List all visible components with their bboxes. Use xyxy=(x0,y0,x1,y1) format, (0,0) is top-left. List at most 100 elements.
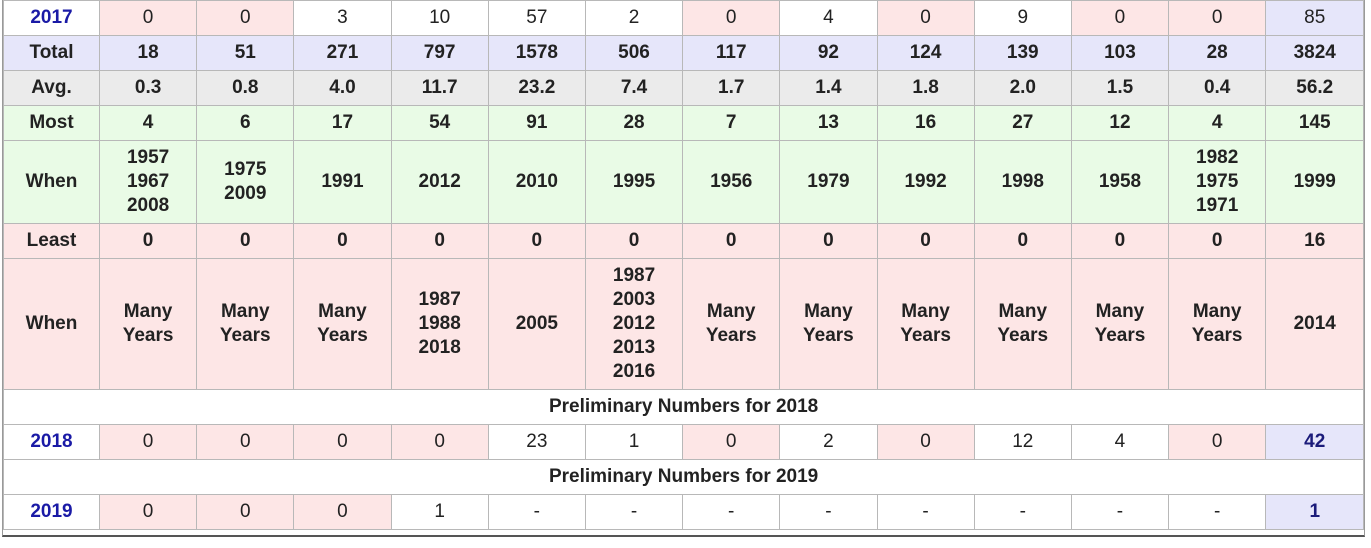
year-text: 1995 xyxy=(612,171,656,192)
when-text: 1987 xyxy=(418,289,461,310)
when-text: Years xyxy=(122,325,174,346)
cell-most-when-jan: 1957 1967 2008 xyxy=(98,140,198,224)
year-text: 1956 xyxy=(710,171,753,192)
cell-avg-aug: 1.4 xyxy=(779,70,878,106)
when-text: 2005 xyxy=(515,313,558,334)
year-text: 1975 xyxy=(1196,171,1239,192)
cell-2019-oct: - xyxy=(973,494,1072,530)
when-text: Many xyxy=(804,301,853,322)
row-label-total: Total xyxy=(3,35,100,71)
when-text: Years xyxy=(900,325,951,346)
cell-least-may: 0 xyxy=(487,223,586,259)
cell-most-when-total: 1999 xyxy=(1265,140,1365,224)
cell-avg-total: 56.2 xyxy=(1265,70,1365,106)
cell-least-feb: 0 xyxy=(196,223,295,259)
row-label-2018: 2018 xyxy=(3,424,100,460)
cell-least-oct: 0 xyxy=(973,223,1072,259)
when-text: 2013 xyxy=(612,337,656,358)
cell-total-jul: 117 xyxy=(682,35,781,71)
cell-2019-sep: - xyxy=(876,494,975,530)
cell-most-when-apr: 2012 xyxy=(390,140,489,224)
when-text: Years xyxy=(1094,325,1146,346)
row-most: Most 4 6 17 54 91 28 7 13 16 27 12 4 145 xyxy=(3,105,1365,141)
cell-most-nov: 12 xyxy=(1070,105,1170,141)
row-most-when: When 1957 1967 2008 1975 2009 1991 2012 201… xyxy=(3,140,1365,224)
cell-most-aug: 13 xyxy=(779,105,878,141)
cell-2019-apr: 1 xyxy=(390,494,489,530)
cell-most-when-dec: 1982 1975 1971 xyxy=(1168,140,1267,224)
cell-most-when-may: 2010 xyxy=(487,140,586,224)
cell-total-mar: 271 xyxy=(293,35,392,71)
cell-2018-jul: 0 xyxy=(682,424,781,460)
cell-2019-jun: - xyxy=(584,494,684,530)
cell-2017-feb: 0 xyxy=(196,0,295,36)
cell-total-jan: 18 xyxy=(98,35,198,71)
year-text: 1992 xyxy=(904,171,947,192)
cell-most-total: 145 xyxy=(1265,105,1365,141)
cell-avg-mar: 4.0 xyxy=(293,70,392,106)
year-text: 1975 xyxy=(224,159,267,180)
cell-total-nov: 103 xyxy=(1070,35,1170,71)
when-text: Many xyxy=(706,301,756,322)
row-avg: Avg. 0.3 0.8 4.0 11.7 23.2 7.4 1.7 1.4 1… xyxy=(3,70,1365,106)
year-text: 1971 xyxy=(1196,195,1239,216)
row-label-least-when: When xyxy=(3,258,100,390)
cell-2018-nov: 4 xyxy=(1070,424,1170,460)
cell-most-jul: 7 xyxy=(682,105,781,141)
cell-2019-jul: - xyxy=(682,494,781,530)
cell-2017-jul: 0 xyxy=(682,0,781,36)
cell-least-jul: 0 xyxy=(682,223,781,259)
cell-most-dec: 4 xyxy=(1168,105,1267,141)
when-text: Many xyxy=(901,301,950,322)
year-text: 1999 xyxy=(1293,171,1336,192)
cell-avg-may: 23.2 xyxy=(487,70,586,106)
cell-avg-apr: 11.7 xyxy=(390,70,489,106)
cell-least-jun: 0 xyxy=(584,223,684,259)
cell-total-dec: 28 xyxy=(1168,35,1267,71)
cell-least-apr: 0 xyxy=(390,223,489,259)
cell-total-jun: 506 xyxy=(584,35,684,71)
cell-most-when-feb: 1975 2009 xyxy=(196,140,295,224)
cell-most-when-nov: 1958 xyxy=(1070,140,1170,224)
cell-least-when-apr: 1987 1988 2018 xyxy=(390,258,489,390)
when-text: Years xyxy=(317,325,368,346)
cell-most-jun: 28 xyxy=(584,105,684,141)
cell-least-when-mar: Many Years xyxy=(293,258,392,390)
cell-least-aug: 0 xyxy=(779,223,878,259)
cell-most-when-jul: 1956 xyxy=(682,140,781,224)
when-text: Many xyxy=(998,301,1048,322)
preliminary-heading-2018: Preliminary Numbers for 2018 xyxy=(2,389,1365,425)
cell-2019-mar: 0 xyxy=(293,494,392,530)
cell-least-when-oct: Many Years xyxy=(973,258,1072,390)
cell-most-may: 91 xyxy=(487,105,586,141)
cell-2018-may: 23 xyxy=(487,424,586,460)
cell-least-when-may: 2005 xyxy=(487,258,586,390)
cell-least-sep: 0 xyxy=(876,223,975,259)
when-text: 1988 xyxy=(418,313,461,334)
when-text: Years xyxy=(1191,325,1243,346)
cell-least-when-jun: 1987 2003 2012 2013 2016 xyxy=(584,258,684,390)
cell-2017-sep: 0 xyxy=(876,0,975,36)
year-text: 2012 xyxy=(418,171,461,192)
when-text: Years xyxy=(219,325,271,346)
cell-least-when-sep: Many Years xyxy=(876,258,975,390)
cell-least-total: 16 xyxy=(1265,223,1365,259)
cell-avg-sep: 1.8 xyxy=(876,70,975,106)
cell-2018-total: 42 xyxy=(1265,424,1365,460)
row-label-least: Least xyxy=(3,223,100,259)
cell-2019-jan: 0 xyxy=(98,494,198,530)
when-text: 2012 xyxy=(612,313,656,334)
monthly-statistics-table: 2017 0 0 3 10 57 2 0 4 0 9 0 0 85 Total … xyxy=(2,0,1365,530)
when-text: Years xyxy=(705,325,757,346)
cell-2017-aug: 4 xyxy=(779,0,878,36)
cell-avg-feb: 0.8 xyxy=(196,70,295,106)
cell-most-feb: 6 xyxy=(196,105,295,141)
cell-most-when-oct: 1998 xyxy=(973,140,1072,224)
cell-2018-aug: 2 xyxy=(779,424,878,460)
row-least: Least 0 0 0 0 0 0 0 0 0 0 0 0 16 xyxy=(3,223,1365,259)
year-text: 1958 xyxy=(1098,171,1142,192)
when-text: Years xyxy=(997,325,1049,346)
cell-total-sep: 124 xyxy=(876,35,975,71)
cell-least-dec: 0 xyxy=(1168,223,1267,259)
cell-2019-nov: - xyxy=(1070,494,1170,530)
